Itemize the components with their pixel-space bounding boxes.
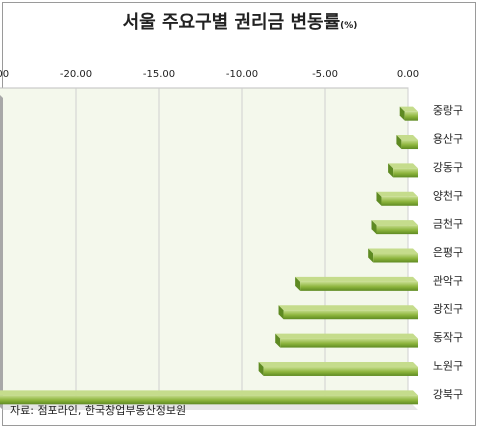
chart-title-unit: (%) (340, 21, 358, 31)
category-label: 노원구 (433, 359, 463, 372)
bar (368, 248, 418, 263)
source-note: 자료: 점포라인, 한국창업부동산정보원 (10, 404, 187, 417)
bar-top-face (371, 220, 418, 226)
bar-end-face (396, 135, 402, 150)
bar (376, 191, 418, 206)
bar-end-face (258, 361, 264, 376)
x-tick-label: -15.00 (143, 69, 175, 80)
x-tick-label: -5.00 (312, 69, 338, 80)
bar (278, 305, 418, 320)
bar-front-face (300, 281, 418, 291)
x-tick-label: -25.00 (0, 69, 9, 80)
bar (371, 220, 418, 235)
category-label: 광진구 (433, 303, 463, 316)
bar-top-face (399, 106, 418, 112)
chart-title-text: 서울 주요구별 권리금 변동률 (122, 12, 341, 33)
bar (275, 333, 418, 348)
bar-front-face (373, 253, 418, 263)
bar-top-face (295, 276, 418, 282)
bar-top-face (275, 333, 418, 339)
bar-front-face (280, 338, 418, 348)
bar-end-face (388, 163, 394, 178)
category-label: 은평구 (433, 246, 463, 259)
bar-front-face (381, 196, 418, 206)
bar-end-face (371, 220, 377, 235)
x-tick-label: -20.00 (60, 69, 92, 80)
category-label: 양천구 (433, 188, 463, 202)
bars (0, 106, 419, 405)
bar-top-face (258, 361, 418, 367)
x-axis-ticks: -25.00 -20.00 -15.00 -10.00 -5.00 0.00 (0, 69, 419, 80)
plot-background (0, 87, 409, 401)
bar-end-face (368, 248, 374, 263)
category-label: 강동구 (433, 161, 463, 174)
bar-top-face (376, 191, 418, 197)
bar-front-face (376, 225, 418, 235)
bar-front-face (0, 395, 419, 405)
x-tick-label: -10.00 (226, 69, 258, 80)
bar-front-face (404, 111, 418, 121)
bar (396, 135, 418, 150)
category-label: 중랑구 (433, 104, 463, 117)
category-label: 강북구 (433, 388, 463, 401)
bar-front-face (401, 140, 418, 150)
chart-title: 서울 주요구별 권리금 변동률(%) (0, 8, 480, 34)
bar-top-face (0, 390, 418, 396)
category-label: 용산구 (433, 133, 463, 146)
bar-top-face (388, 163, 418, 169)
bar-end-face (278, 305, 284, 320)
bar (0, 390, 419, 405)
bar (295, 276, 418, 291)
bar-top-face (396, 135, 418, 141)
bar-front-face (263, 366, 418, 376)
bar-top-face (278, 305, 418, 311)
bar (388, 163, 418, 178)
bar-end-face (399, 106, 405, 121)
bar-front-face (393, 168, 418, 178)
bar-top-face (368, 248, 418, 254)
category-label: 관악구 (433, 274, 463, 287)
bar-end-face (275, 333, 281, 348)
category-label: 동작구 (433, 331, 463, 344)
bar (258, 361, 418, 376)
bar-end-face (376, 191, 382, 206)
bar-front-face (283, 310, 418, 320)
bar-end-face (295, 276, 301, 291)
plot-left-wall (0, 95, 3, 410)
bar (399, 106, 418, 121)
x-tick-label: 0.00 (397, 69, 419, 80)
category-label: 금천구 (433, 217, 463, 231)
